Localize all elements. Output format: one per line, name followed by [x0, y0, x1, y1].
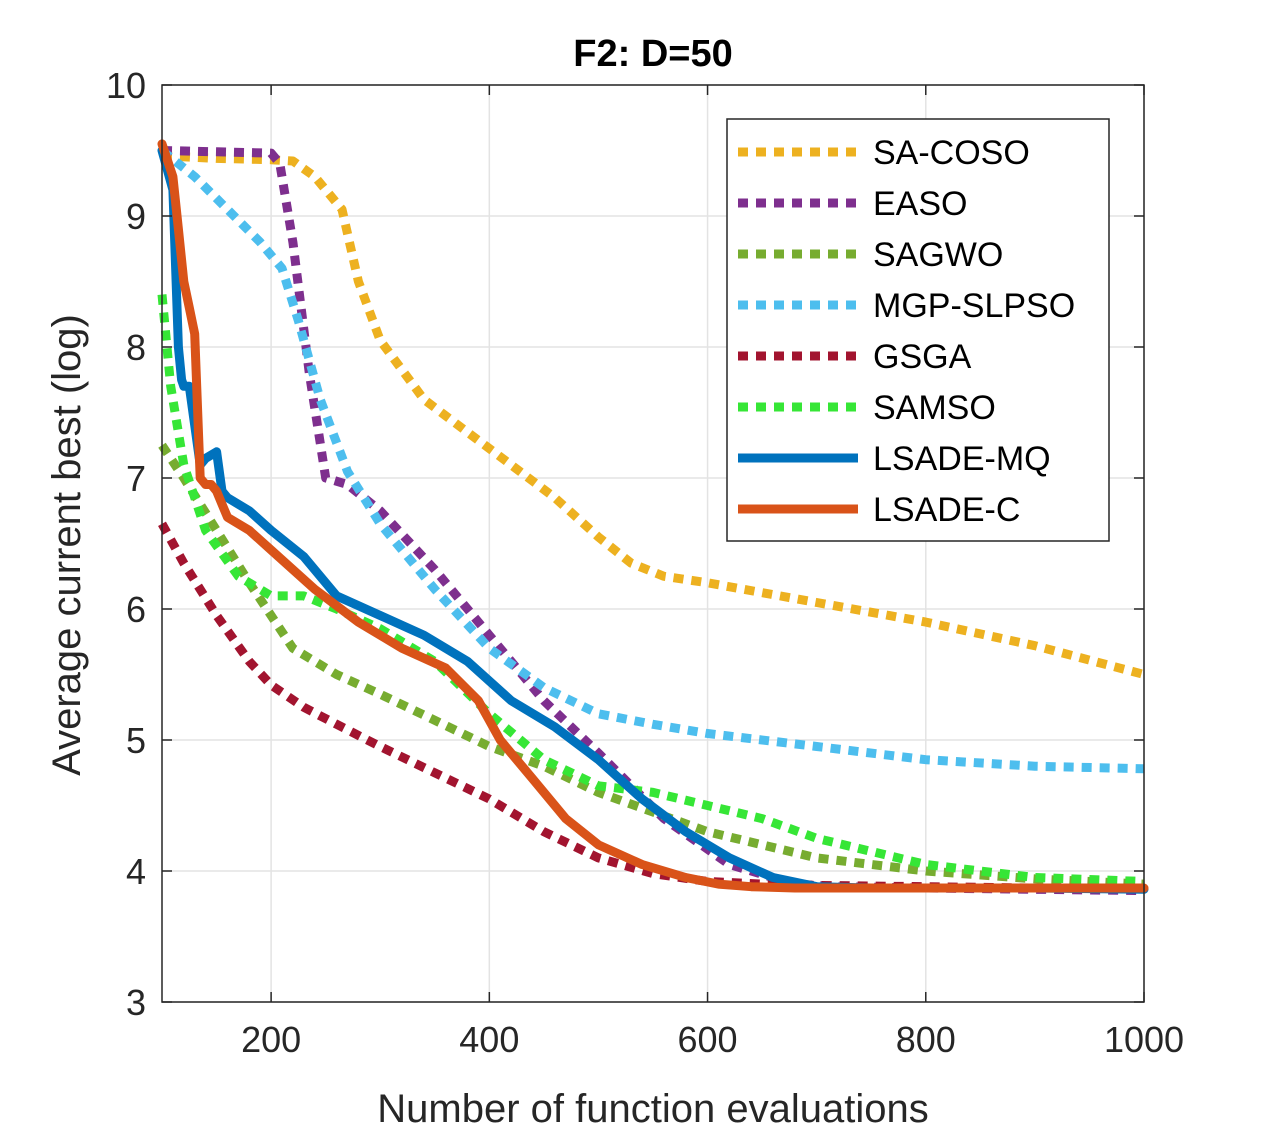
chart-title: F2: D=50: [573, 33, 732, 75]
series-line-gsga: [158, 521, 1144, 893]
series-line-lsade-c: [157, 139, 1149, 893]
y-tick-label: 10: [106, 65, 146, 106]
legend-label-easo: EASO: [873, 185, 967, 223]
x-tick-label: 800: [896, 1019, 956, 1060]
legend-label-sagwo: SAGWO: [873, 236, 1003, 274]
plot-frame: [161, 84, 1145, 1003]
series-line-sa-coso: [161, 151, 1146, 679]
legend-label-lsade-c: LSADE-C: [873, 491, 1020, 529]
series-layer: [157, 139, 1149, 896]
series-line-sagwo: [158, 442, 1145, 889]
y-tick-label: 5: [126, 720, 146, 761]
y-tick-label: 4: [126, 851, 146, 892]
series-line-lsade-mq: [157, 146, 1149, 894]
y-tick-label: 7: [126, 458, 146, 499]
legend-label-sa-coso: SA-COSO: [873, 134, 1030, 172]
legend: SA-COSO EASO SAGWO MGP-SLPSO GSGA SAMSO LSADE-…: [726, 118, 1110, 542]
y-axis-label: Average current best (log): [45, 314, 89, 776]
y-tick-label: 3: [126, 982, 146, 1023]
legend-label-samso: SAMSO: [873, 389, 996, 427]
y-tick-label: 9: [126, 196, 146, 237]
series-line-mgp-slpso: [159, 146, 1145, 774]
x-tick-label: 1000: [1104, 1019, 1184, 1060]
series-line-samso: [157, 294, 1145, 886]
x-tick-label: 200: [241, 1019, 301, 1060]
x-tick-label: 600: [678, 1019, 738, 1060]
x-axis-label: Number of function evaluations: [377, 1087, 928, 1131]
y-tick-label: 8: [126, 327, 146, 368]
legend-label-mgp-slpso: MGP-SLPSO: [873, 287, 1075, 325]
legend-label-lsade-mq: LSADE-MQ: [873, 440, 1051, 478]
legend-label-gsga: GSGA: [873, 338, 972, 376]
x-tick-label: 400: [459, 1019, 519, 1060]
y-tick-labels: 3 4 5 6 7 8 9 10: [106, 65, 146, 1023]
y-tick-label: 6: [126, 589, 146, 630]
legend-box: [726, 118, 1110, 542]
x-tick-labels: 200 400 600 800 1000: [241, 1019, 1184, 1060]
axis-ticks: [162, 84, 1145, 1003]
